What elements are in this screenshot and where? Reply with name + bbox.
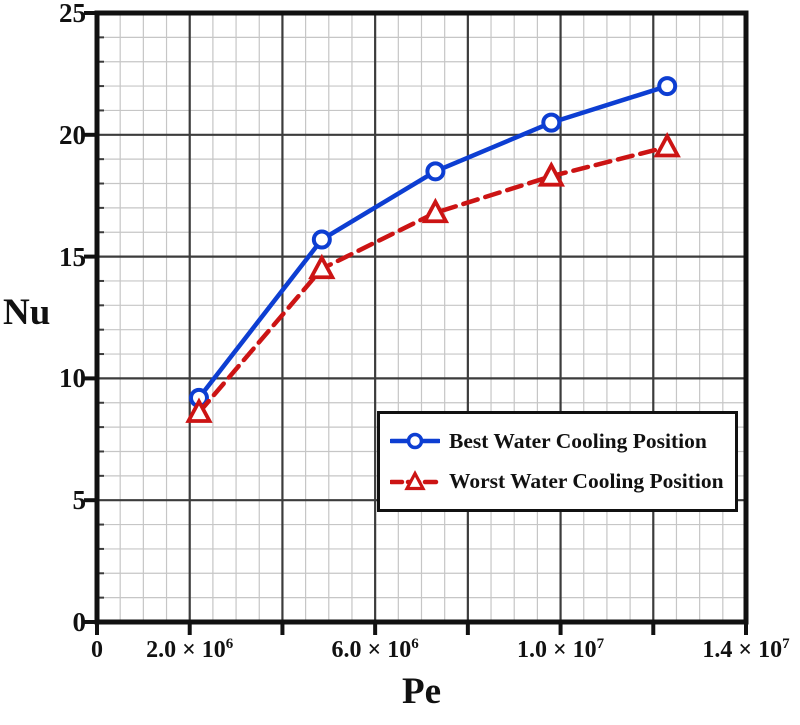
y-tick-label: 25 <box>59 0 86 28</box>
triangle-marker <box>653 131 681 158</box>
circle-marker <box>541 112 562 133</box>
y-tick-label: 20 <box>59 119 86 150</box>
best-water-cooling-position-line <box>196 83 670 401</box>
triangle-marker <box>537 161 565 187</box>
x-axis-title: Pe <box>401 671 442 712</box>
legend: Best Water Cooling Position Worst Water … <box>377 411 738 512</box>
y-tick-label: 5 <box>72 485 87 516</box>
x-tick-label: 2.0 × 106 <box>146 636 234 664</box>
legend-item-worst: Worst Water Cooling Position <box>390 469 735 495</box>
y-axis-title: Nu <box>3 292 51 333</box>
triangle-marker <box>421 197 450 224</box>
x-tick-label: 1.4 × 107 <box>702 636 790 664</box>
plot-border <box>94 10 749 625</box>
legend-triangle-marker <box>404 469 426 490</box>
y-tick-label: 10 <box>59 363 86 394</box>
x-tick-label: 0 <box>91 637 103 663</box>
legend-item-best: Best Water Cooling Position <box>390 428 735 454</box>
legend-label-worst: Worst Water Cooling Position <box>449 469 724 494</box>
worst-water-cooling-position-line <box>196 144 670 415</box>
triangle-marker <box>308 253 336 280</box>
y-tick-label: 15 <box>59 241 86 272</box>
worst-series-line-triangle-icon <box>390 469 440 490</box>
circle-marker <box>657 76 678 97</box>
triangle-marker <box>185 397 213 423</box>
circle-marker <box>425 161 446 182</box>
legend-label-best: Best Water Cooling Position <box>449 428 707 453</box>
circle-marker <box>311 229 332 250</box>
best-series-line-circle-icon <box>390 433 440 450</box>
x-tick-label: 6.0 × 106 <box>331 636 419 664</box>
x-tick-label: 1.0 × 107 <box>516 636 605 664</box>
legend-circle-marker <box>406 433 424 450</box>
y-tick-label: 0 <box>72 607 87 637</box>
